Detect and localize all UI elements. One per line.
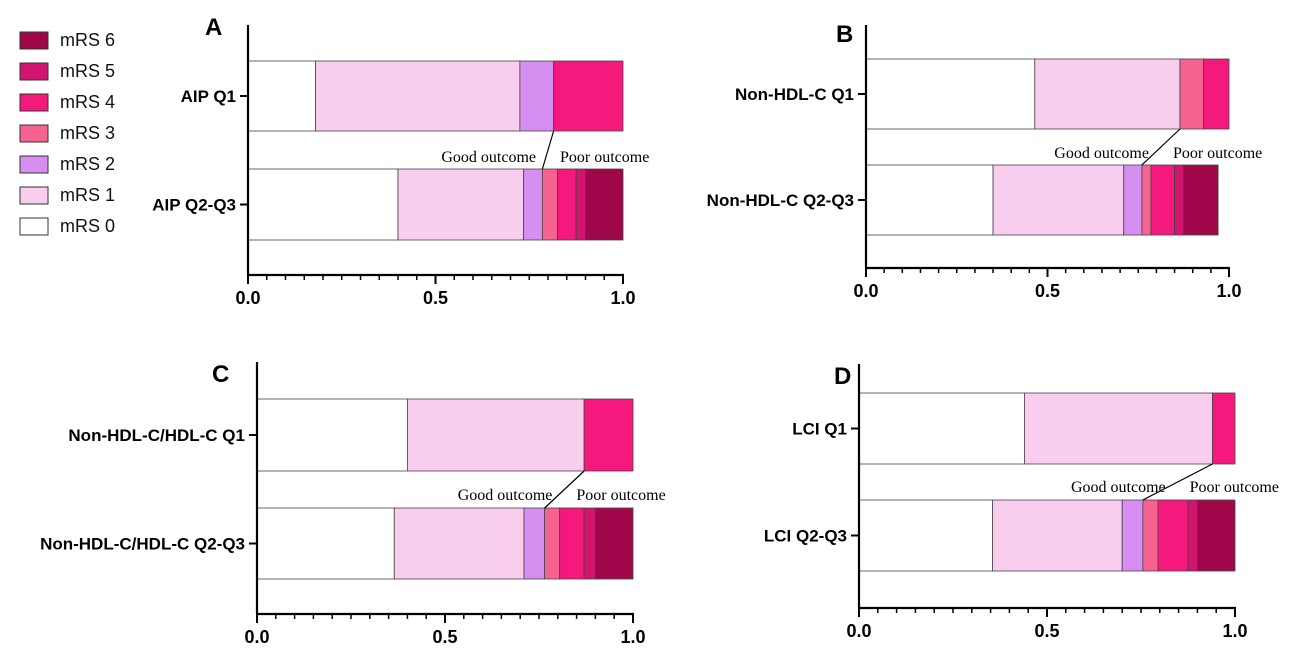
bar-segment [1157, 499, 1189, 572]
bar-segment [406, 398, 585, 472]
x-tick-label: 0.0 [846, 621, 871, 641]
bar-segment [553, 60, 624, 132]
x-tick-label: 1.0 [620, 627, 645, 647]
legend-swatch [19, 31, 49, 50]
bar-segment [1174, 164, 1185, 236]
bar-segment [575, 168, 586, 241]
bar-segment [865, 58, 1036, 130]
bar-segment [523, 507, 546, 580]
legend-label: mRS 3 [60, 123, 115, 143]
bar-segment [393, 507, 525, 580]
bar-segment [1150, 164, 1175, 236]
bar-segment [247, 168, 399, 241]
x-tick-label: 0.0 [244, 627, 269, 647]
poor-outcome-label: Poor outcome [1173, 145, 1262, 162]
legend-swatch [19, 124, 49, 143]
good-outcome-label: Good outcome [1054, 145, 1149, 162]
panel-label: B [836, 21, 853, 48]
bar-segment [1183, 164, 1219, 236]
good-outcome-label: Good outcome [458, 487, 553, 504]
legend-label: mRS 2 [60, 154, 115, 174]
bar-segment [247, 60, 316, 132]
bar-segment [1142, 499, 1159, 572]
x-tick-label: 0.5 [1034, 621, 1059, 641]
bar-segment [556, 168, 577, 241]
category-label: LCI Q1 [792, 420, 847, 439]
bar-segment [595, 507, 634, 580]
x-tick-label: 0.5 [423, 288, 448, 308]
bar-segment [1121, 499, 1144, 572]
bar-segment [541, 168, 558, 241]
legend-swatch [19, 217, 49, 236]
bar-segment [256, 507, 395, 580]
bar-segment [1034, 58, 1181, 130]
bar-segment [1203, 58, 1230, 130]
bar-segment [544, 507, 561, 580]
x-tick-label: 1.0 [1222, 621, 1247, 641]
bar-segment [256, 398, 408, 472]
bar-segment [865, 164, 994, 236]
outcome-connector [541, 130, 555, 170]
legend-label: mRS 6 [60, 30, 115, 50]
x-tick-label: 0.5 [1035, 281, 1060, 301]
bar-segment [1197, 499, 1236, 572]
bar-segment [397, 168, 525, 241]
bar-segment [559, 507, 585, 580]
legend-label: mRS 4 [60, 92, 115, 112]
outcome-connector [1142, 463, 1213, 501]
outcome-connector [544, 470, 585, 509]
x-tick-label: 0.0 [235, 288, 260, 308]
legend-label: mRS 5 [60, 61, 115, 81]
bar-segment [1212, 392, 1236, 465]
bar-segment [519, 60, 555, 132]
bar-segment [858, 392, 1025, 465]
bar-segment [583, 507, 596, 580]
bar-segment [992, 164, 1125, 236]
poor-outcome-label: Poor outcome [1190, 479, 1279, 496]
outcome-connector [1141, 128, 1181, 166]
bar-segment [1187, 499, 1198, 572]
x-tick-label: 1.0 [1216, 281, 1241, 301]
bar-segment [1024, 392, 1213, 465]
category-label: LCI Q2-Q3 [764, 527, 847, 546]
x-tick-label: 1.0 [610, 288, 635, 308]
legend-swatch [19, 186, 49, 205]
panel-label: A [205, 14, 222, 41]
bar-segment [585, 168, 624, 241]
category-label: AIP Q1 [181, 87, 236, 106]
x-tick-label: 0.5 [432, 627, 457, 647]
good-outcome-label: Good outcome [441, 149, 536, 166]
good-outcome-label: Good outcome [1071, 479, 1166, 496]
panel-label: C [212, 361, 229, 388]
legend-swatch [19, 93, 49, 112]
bar-segment [1123, 164, 1143, 236]
category-label: Non-HDL-C/HDL-C Q1 [68, 426, 245, 445]
poor-outcome-label: Poor outcome [560, 149, 649, 166]
bar-segment [523, 168, 543, 241]
bar-segment [1141, 164, 1152, 236]
legend-label: mRS 0 [60, 216, 115, 236]
bar-segment [1179, 58, 1204, 130]
legend-swatch [19, 62, 49, 81]
category-label: Non-HDL-C Q2-Q3 [707, 191, 854, 210]
bar-segment [315, 60, 521, 132]
bar-segment [858, 499, 993, 572]
category-label: Non-HDL-C/HDL-C Q2-Q3 [40, 535, 245, 554]
panel-label: D [834, 363, 851, 390]
bar-segment [583, 398, 634, 472]
category-label: Non-HDL-C Q1 [735, 85, 854, 104]
poor-outcome-label: Poor outcome [576, 487, 665, 504]
x-tick-label: 0.0 [853, 281, 878, 301]
legend-label: mRS 1 [60, 185, 115, 205]
category-label: AIP Q2-Q3 [152, 196, 236, 215]
legend-swatch [19, 155, 49, 174]
bar-segment [992, 499, 1123, 572]
